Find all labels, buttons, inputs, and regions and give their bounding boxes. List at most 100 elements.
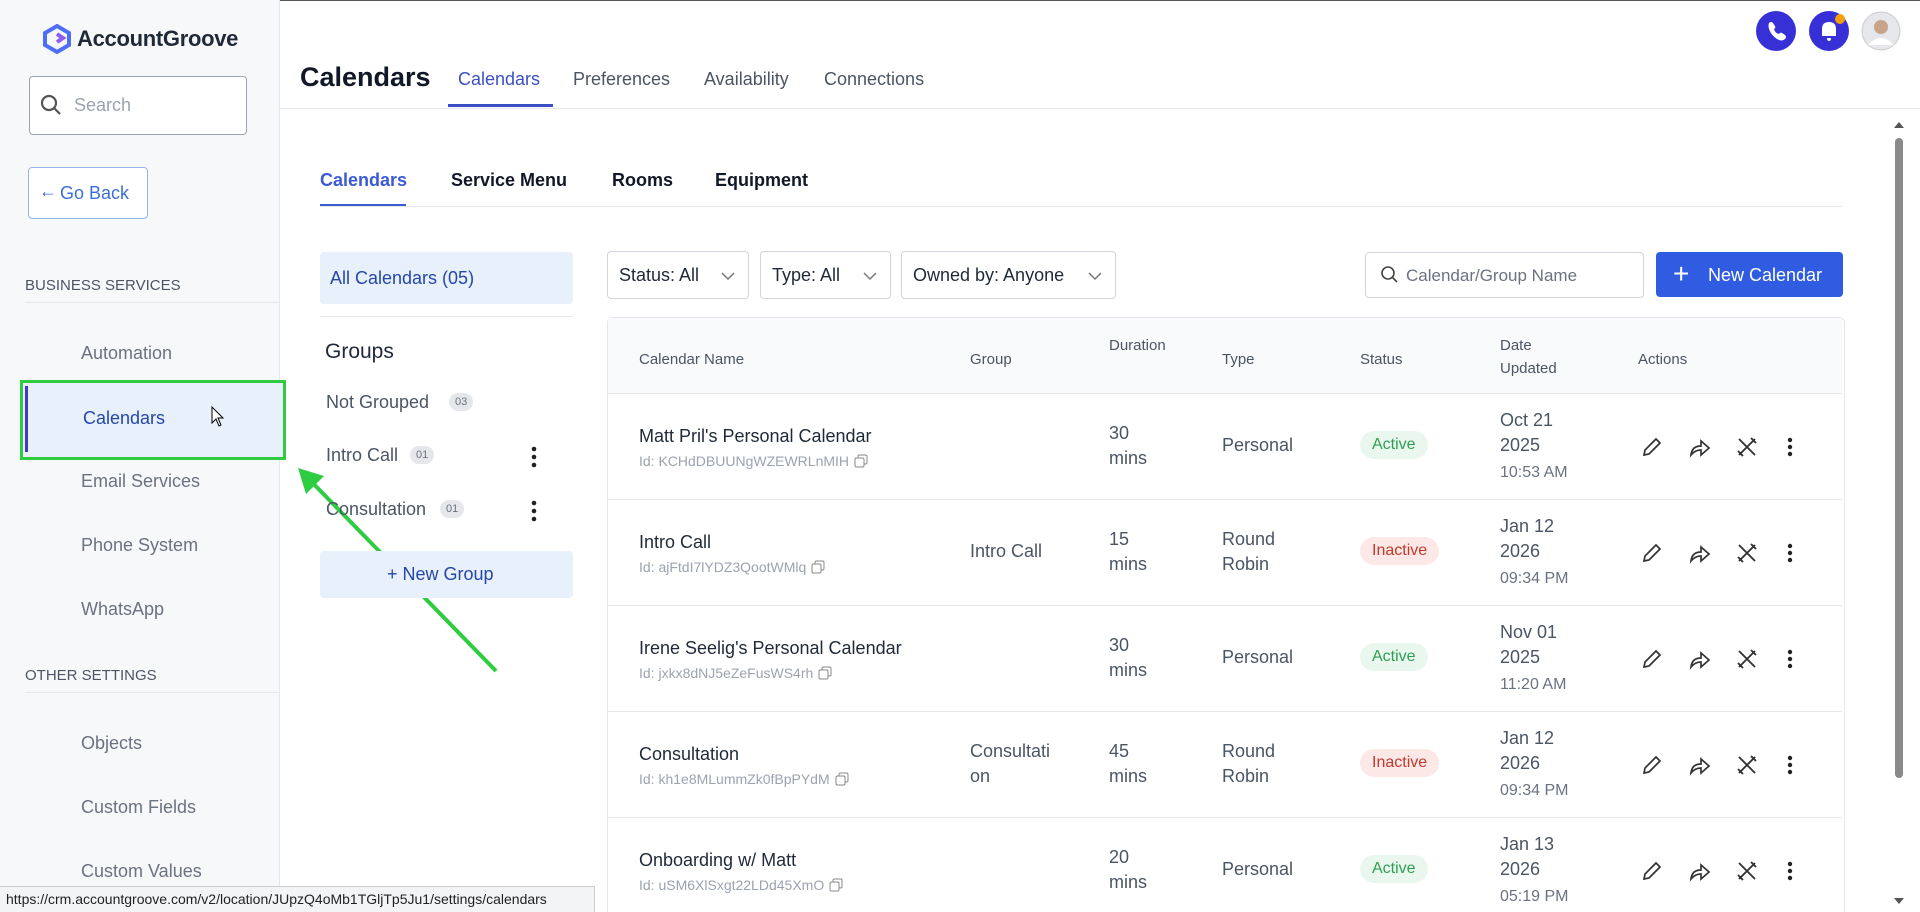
nav-item[interactable]: Automation (81, 343, 173, 363)
all-calendars-box[interactable] (320, 252, 573, 304)
calendar-group: Intro Call (970, 541, 1043, 561)
subtab-underline (320, 204, 406, 206)
calendar-name[interactable]: Onboarding w/ Matt (639, 850, 797, 870)
settings-action[interactable] (1735, 753, 1759, 777)
nav-item[interactable]: Custom Values (81, 861, 202, 881)
calendar-name[interactable]: Intro Call (639, 532, 712, 552)
status-badge: Active (1360, 855, 1428, 883)
copy-icon[interactable] (829, 878, 843, 892)
nav-item[interactable]: Custom Fields (81, 797, 197, 817)
header-tab[interactable]: Connections (824, 69, 925, 89)
edit-action[interactable] (1640, 541, 1664, 565)
filter-dropdown[interactable] (607, 251, 749, 299)
section-divider (25, 302, 279, 303)
calendar-type: Personal (1222, 647, 1294, 667)
column-header: Group (970, 351, 1012, 368)
group-menu[interactable] (529, 445, 539, 469)
settings-action[interactable] (1735, 859, 1759, 883)
settings-action[interactable] (1735, 435, 1759, 459)
active-item-bg (20, 380, 286, 460)
scrollbar[interactable] (1892, 118, 1906, 908)
calendar-id: Id: kh1e8MLummZk0fBpPYdM (639, 771, 830, 787)
brand-name: AccountGroove (77, 26, 239, 51)
time-updated: 11:20 AM (1500, 676, 1567, 693)
calendar-search-placeholder: Calendar/Group Name (1406, 266, 1578, 285)
more-action[interactable] (1778, 647, 1802, 671)
status-badge: Inactive (1360, 537, 1440, 565)
more-action[interactable] (1778, 435, 1802, 459)
row-divider (608, 499, 1842, 500)
edit-action[interactable] (1640, 435, 1664, 459)
edit-action[interactable] (1640, 647, 1664, 671)
header-tab[interactable]: Availability (704, 69, 789, 89)
page-title: Calendars (300, 62, 431, 92)
user-avatar[interactable] (1861, 11, 1901, 51)
groups-title: Groups (325, 340, 394, 363)
share-action[interactable] (1688, 541, 1712, 565)
sub-tab[interactable]: Rooms (612, 170, 674, 190)
header-tab[interactable]: Calendars (458, 69, 541, 89)
filter-dropdown[interactable] (760, 251, 891, 299)
search-icon (40, 94, 62, 116)
copy-icon[interactable] (854, 454, 868, 468)
all-calendars: All Calendars (05) (330, 268, 475, 288)
go-back-button[interactable] (28, 167, 148, 219)
row-divider (608, 817, 1842, 818)
settings-action[interactable] (1735, 541, 1759, 565)
calendar-id: Id: uSM6XlSxgt22LDd45XmO (639, 877, 825, 893)
search-box[interactable] (29, 76, 247, 135)
nav-item[interactable]: Calendars (83, 408, 166, 428)
date-updated: Jan 12 2026 (1500, 728, 1555, 773)
column-header: Calendar Name (639, 351, 745, 368)
notifications-button[interactable] (1809, 11, 1849, 51)
new-calendar-button[interactable] (1656, 252, 1843, 297)
sub-tab[interactable]: Equipment (715, 170, 808, 190)
filter-dropdown[interactable] (901, 251, 1116, 299)
chevron (1088, 268, 1102, 281)
new-group-button[interactable] (320, 551, 573, 598)
nav-item[interactable]: Email Services (81, 471, 201, 491)
share-action[interactable] (1688, 859, 1712, 883)
calendar-id: Id: jxkx8dNJ5eZeFusWS4rh (639, 665, 814, 681)
phone-button[interactable] (1756, 11, 1796, 51)
calendar-duration: 20 mins (1109, 847, 1148, 892)
copy-icon[interactable] (811, 560, 825, 574)
header-tab[interactable]: Preferences (573, 69, 671, 89)
share-action[interactable] (1688, 753, 1712, 777)
calendar-name[interactable]: Matt Pril's Personal Calendar (639, 426, 872, 446)
time-updated: 09:34 PM (1500, 570, 1569, 587)
column-header: Status (1360, 351, 1403, 368)
settings-action[interactable] (1735, 647, 1759, 671)
nav-item[interactable]: WhatsApp (81, 599, 165, 619)
sub-tab[interactable]: Calendars (320, 170, 408, 190)
more-action[interactable] (1778, 753, 1802, 777)
group-name[interactable]: Consultation (326, 499, 427, 519)
status-badge: Active (1360, 643, 1428, 671)
edit-action[interactable] (1640, 753, 1664, 777)
group-count: 03 (449, 393, 474, 411)
edit-action[interactable] (1640, 859, 1664, 883)
group-name[interactable]: Intro Call (326, 445, 399, 465)
calendar-name[interactable]: Irene Seelig's Personal Calendar (639, 638, 902, 658)
group-count: 01 (440, 500, 465, 518)
group-name[interactable]: Not Grouped (326, 392, 430, 412)
nav-item[interactable]: Objects (81, 733, 143, 753)
calendar-type: Personal (1222, 435, 1294, 455)
column-header: Type (1222, 351, 1255, 368)
share-action[interactable] (1688, 435, 1712, 459)
calendar-name[interactable]: Consultation (639, 744, 740, 764)
calendar-duration: 30 mins (1109, 635, 1148, 680)
chevron (863, 268, 877, 281)
calendar-search[interactable] (1365, 252, 1644, 298)
sub-tab[interactable]: Service Menu (451, 170, 568, 190)
more-action[interactable] (1778, 859, 1802, 883)
copy-icon[interactable] (818, 666, 832, 680)
share-action[interactable] (1688, 647, 1712, 671)
copy-icon[interactable] (835, 772, 849, 786)
group-menu[interactable] (529, 499, 539, 523)
group-count: 01 (410, 446, 435, 464)
calendar-group: Consultation (970, 741, 1051, 786)
more-action[interactable] (1778, 541, 1802, 565)
nav-item[interactable]: Phone System (81, 535, 199, 555)
